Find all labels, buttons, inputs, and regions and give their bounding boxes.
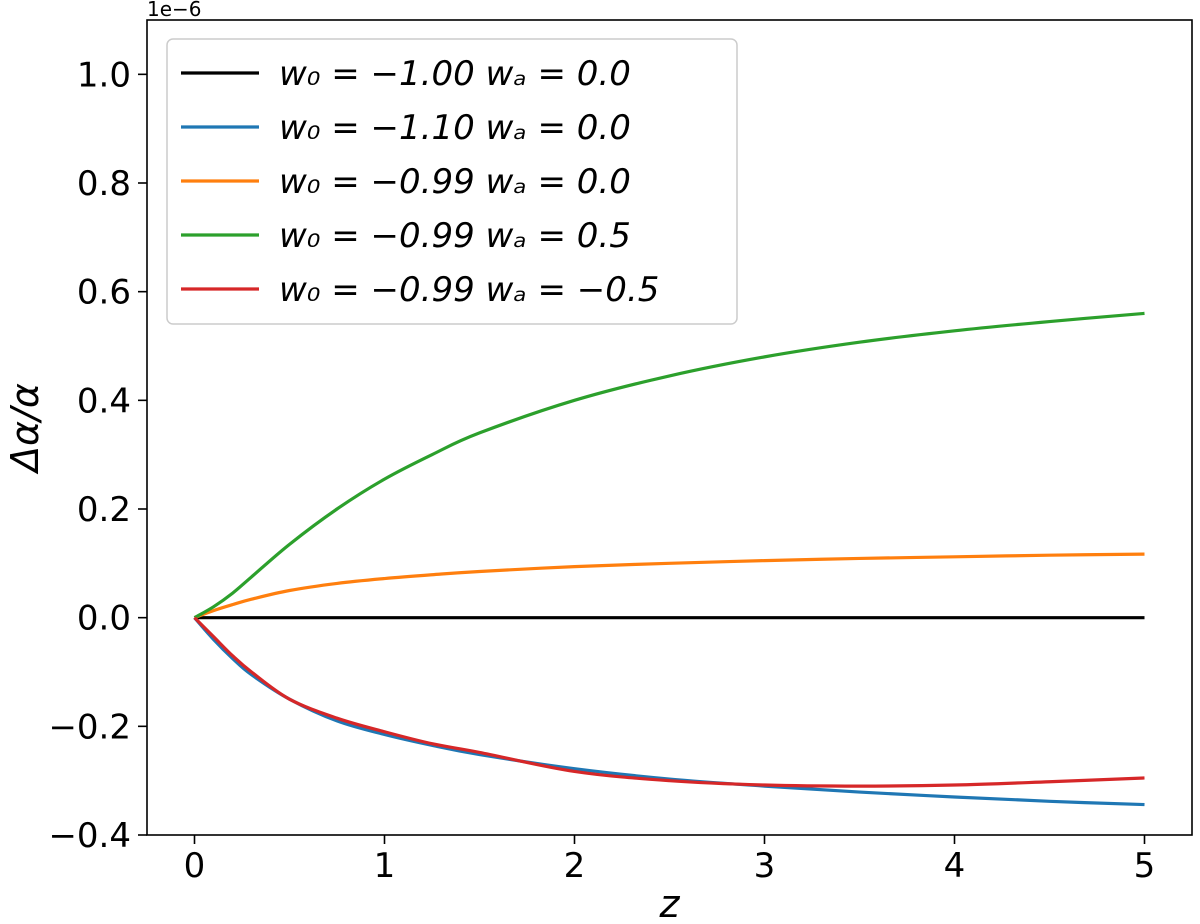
- y-axis-label: Δα/α: [3, 383, 47, 475]
- series-line-2: [193, 616, 1145, 807]
- x-axis-label: z: [659, 882, 681, 919]
- legend-box: [166, 38, 738, 325]
- series-line-3: [193, 552, 1145, 620]
- legend-label-4: w₀ = −0.99 wₐ = 0.5: [279, 216, 631, 256]
- y-tick-label: −0.4: [48, 816, 131, 856]
- y-tick-label: −0.2: [48, 707, 131, 747]
- x-tick-label: 3: [754, 846, 776, 886]
- x-tick-label: 2: [564, 846, 586, 886]
- legend-label-1: w₀ = −1.00 wₐ = 0.0: [279, 54, 631, 94]
- plot-frame: [146, 19, 1193, 836]
- y-tick-label: 1.0: [77, 55, 131, 95]
- series-line-4: [193, 311, 1145, 620]
- x-tick-label: 0: [184, 846, 206, 886]
- y-tick-label: 0.8: [77, 164, 131, 204]
- x-tick-label: 4: [944, 846, 966, 886]
- x-tick-label: 1: [374, 846, 396, 886]
- y-tick-label: 0.0: [77, 599, 131, 639]
- x-tick-label: 5: [1134, 846, 1156, 886]
- series-line-5: [193, 616, 1145, 788]
- y-offset-label: 1e−6: [147, 0, 202, 21]
- legend-label-5: w₀ = −0.99 wₐ = −0.5: [279, 270, 659, 310]
- legend-label-2: w₀ = −1.10 wₐ = 0.0: [279, 108, 631, 148]
- legend-label-3: w₀ = −0.99 wₐ = 0.0: [279, 162, 631, 202]
- y-tick-label: 0.6: [77, 273, 131, 313]
- y-tick-label: 0.2: [77, 490, 131, 530]
- y-tick-label: 0.4: [77, 381, 131, 421]
